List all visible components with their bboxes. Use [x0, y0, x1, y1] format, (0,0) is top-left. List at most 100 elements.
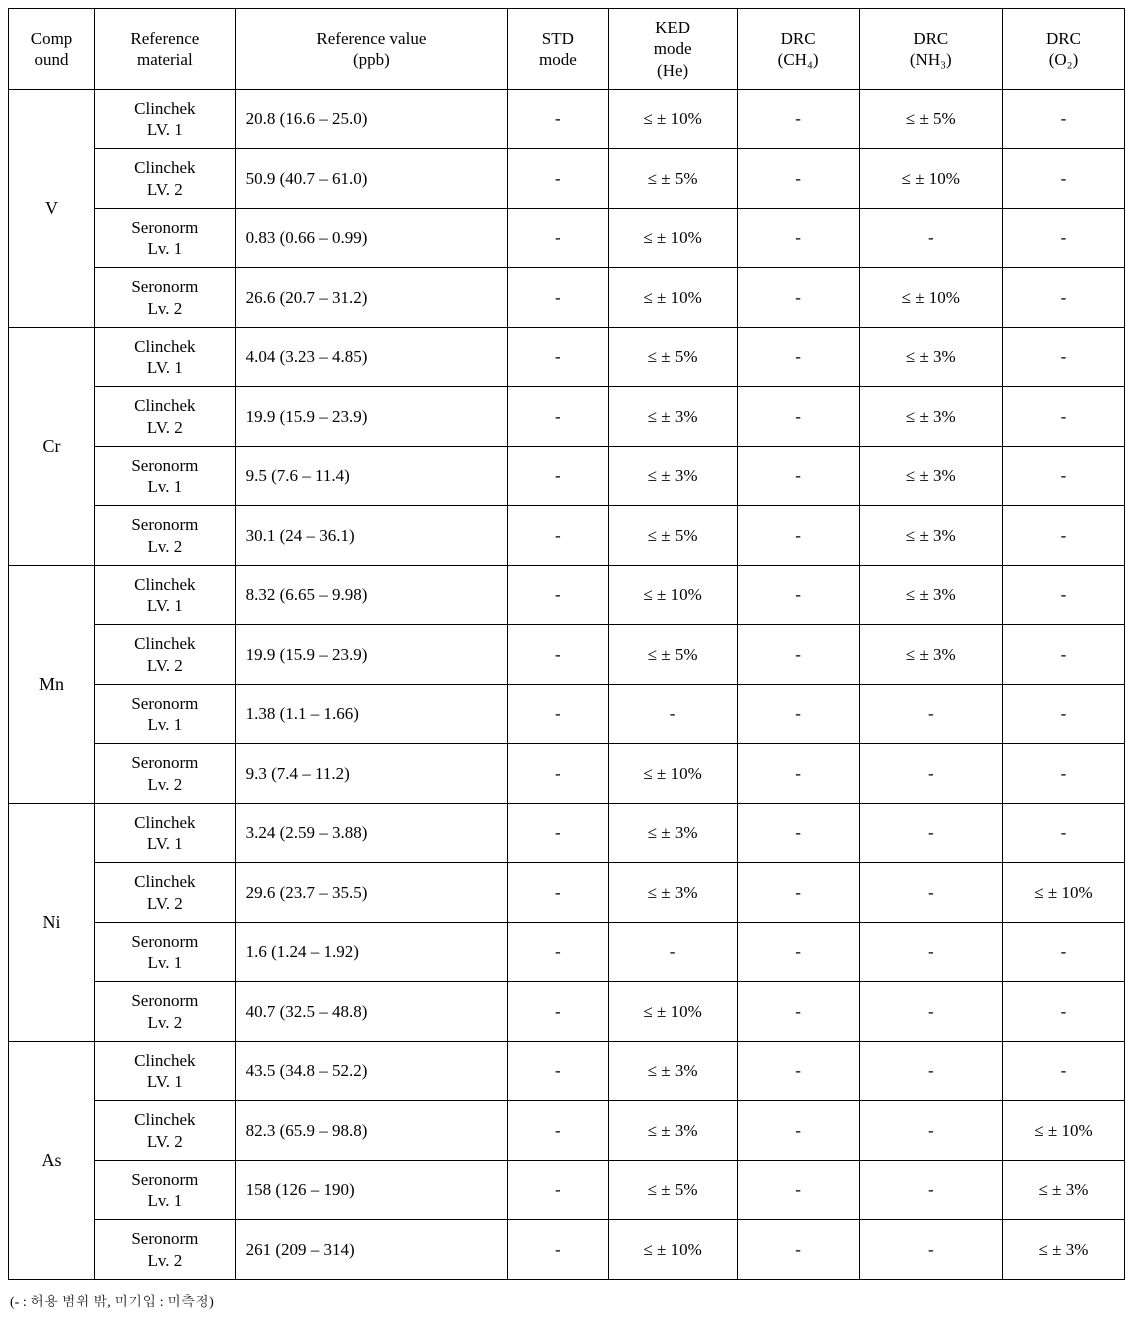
o2-cell: - [1003, 208, 1125, 268]
ref-value-cell: 8.32 (6.65 – 9.98) [235, 565, 508, 625]
data-table: Compound Referencematerial Reference val… [8, 8, 1125, 1280]
ref-value-cell: 1.38 (1.1 – 1.66) [235, 684, 508, 744]
material-cell: ClinchekLV. 2 [95, 1101, 236, 1161]
nh3-cell: ≤ ± 5% [859, 89, 1002, 149]
o2-cell: - [1003, 327, 1125, 387]
std-cell: - [508, 446, 608, 506]
std-cell: - [508, 1101, 608, 1161]
table-row: MnClinchekLV. 18.32 (6.65 – 9.98)-≤ ± 10… [9, 565, 1125, 625]
std-cell: - [508, 803, 608, 863]
table-row: ClinchekLV. 219.9 (15.9 – 23.9)-≤ ± 5%-≤… [9, 625, 1125, 685]
ked-cell: ≤ ± 3% [608, 446, 737, 506]
compound-cell: Cr [9, 327, 95, 565]
ref-value-cell: 0.83 (0.66 – 0.99) [235, 208, 508, 268]
ked-cell: ≤ ± 5% [608, 149, 737, 209]
ked-cell: ≤ ± 3% [608, 387, 737, 447]
nh3-cell: - [859, 744, 1002, 804]
material-cell: ClinchekLV. 2 [95, 863, 236, 923]
table-row: VClinchekLV. 120.8 (16.6 – 25.0)-≤ ± 10%… [9, 89, 1125, 149]
ch4-cell: - [737, 1220, 859, 1280]
std-cell: - [508, 1220, 608, 1280]
nh3-cell: ≤ ± 3% [859, 565, 1002, 625]
ked-cell: - [608, 684, 737, 744]
std-cell: - [508, 982, 608, 1042]
material-cell: SeronormLv. 2 [95, 744, 236, 804]
std-cell: - [508, 89, 608, 149]
ch4-cell: - [737, 268, 859, 328]
o2-cell: - [1003, 268, 1125, 328]
std-cell: - [508, 268, 608, 328]
nh3-cell: ≤ ± 3% [859, 387, 1002, 447]
col-drc-nh3: DRC(NH₃) [859, 9, 1002, 90]
col-material: Referencematerial [95, 9, 236, 90]
ked-cell: ≤ ± 3% [608, 803, 737, 863]
nh3-cell: ≤ ± 3% [859, 506, 1002, 566]
nh3-cell: - [859, 1220, 1002, 1280]
nh3-cell: ≤ ± 10% [859, 149, 1002, 209]
ch4-cell: - [737, 149, 859, 209]
ref-value-cell: 261 (209 – 314) [235, 1220, 508, 1280]
nh3-cell: - [859, 1160, 1002, 1220]
material-cell: SeronormLv. 1 [95, 684, 236, 744]
table-row: SeronormLv. 11.6 (1.24 – 1.92)----- [9, 922, 1125, 982]
table-row: ClinchekLV. 282.3 (65.9 – 98.8)-≤ ± 3%--… [9, 1101, 1125, 1161]
ch4-cell: - [737, 684, 859, 744]
ked-cell: ≤ ± 10% [608, 268, 737, 328]
material-cell: SeronormLv. 1 [95, 208, 236, 268]
ch4-cell: - [737, 387, 859, 447]
nh3-cell: - [859, 922, 1002, 982]
table-row: AsClinchekLV. 143.5 (34.8 – 52.2)-≤ ± 3%… [9, 1041, 1125, 1101]
o2-cell: - [1003, 982, 1125, 1042]
material-cell: SeronormLv. 2 [95, 268, 236, 328]
ked-cell: ≤ ± 3% [608, 1041, 737, 1101]
o2-cell: - [1003, 506, 1125, 566]
table-row: ClinchekLV. 250.9 (40.7 – 61.0)-≤ ± 5%-≤… [9, 149, 1125, 209]
nh3-cell: - [859, 982, 1002, 1042]
o2-cell: - [1003, 1041, 1125, 1101]
ch4-cell: - [737, 803, 859, 863]
ch4-cell: - [737, 327, 859, 387]
material-cell: ClinchekLV. 1 [95, 803, 236, 863]
col-ref-value: Reference value(ppb) [235, 9, 508, 90]
ked-cell: ≤ ± 10% [608, 982, 737, 1042]
nh3-cell: ≤ ± 3% [859, 446, 1002, 506]
ref-value-cell: 19.9 (15.9 – 23.9) [235, 625, 508, 685]
std-cell: - [508, 208, 608, 268]
o2-cell: - [1003, 565, 1125, 625]
ch4-cell: - [737, 1160, 859, 1220]
compound-cell: V [9, 89, 95, 327]
ked-cell: ≤ ± 3% [608, 1101, 737, 1161]
table-row: SeronormLv. 19.5 (7.6 – 11.4)-≤ ± 3%-≤ ±… [9, 446, 1125, 506]
nh3-cell: - [859, 1041, 1002, 1101]
col-std: STDmode [508, 9, 608, 90]
o2-cell: - [1003, 387, 1125, 447]
std-cell: - [508, 387, 608, 447]
nh3-cell: - [859, 208, 1002, 268]
material-cell: ClinchekLV. 1 [95, 89, 236, 149]
material-cell: ClinchekLV. 1 [95, 1041, 236, 1101]
table-row: CrClinchekLV. 14.04 (3.23 – 4.85)-≤ ± 5%… [9, 327, 1125, 387]
material-cell: SeronormLv. 2 [95, 982, 236, 1042]
o2-cell: ≤ ± 10% [1003, 1101, 1125, 1161]
material-cell: SeronormLv. 2 [95, 1220, 236, 1280]
std-cell: - [508, 1041, 608, 1101]
ked-cell: ≤ ± 5% [608, 1160, 737, 1220]
col-compound: Compound [9, 9, 95, 90]
ch4-cell: - [737, 89, 859, 149]
ked-cell: - [608, 922, 737, 982]
ch4-cell: - [737, 446, 859, 506]
table-row: SeronormLv. 1158 (126 – 190)-≤ ± 5%--≤ ±… [9, 1160, 1125, 1220]
table-row: ClinchekLV. 219.9 (15.9 – 23.9)-≤ ± 3%-≤… [9, 387, 1125, 447]
ref-value-cell: 82.3 (65.9 – 98.8) [235, 1101, 508, 1161]
std-cell: - [508, 1160, 608, 1220]
nh3-cell: - [859, 863, 1002, 923]
ked-cell: ≤ ± 5% [608, 625, 737, 685]
ked-cell: ≤ ± 10% [608, 208, 737, 268]
std-cell: - [508, 149, 608, 209]
table-row: SeronormLv. 226.6 (20.7 – 31.2)-≤ ± 10%-… [9, 268, 1125, 328]
material-cell: ClinchekLV. 2 [95, 149, 236, 209]
ref-value-cell: 29.6 (23.7 – 35.5) [235, 863, 508, 923]
ch4-cell: - [737, 1041, 859, 1101]
ref-value-cell: 9.3 (7.4 – 11.2) [235, 744, 508, 804]
col-drc-ch4: DRC(CH₄) [737, 9, 859, 90]
